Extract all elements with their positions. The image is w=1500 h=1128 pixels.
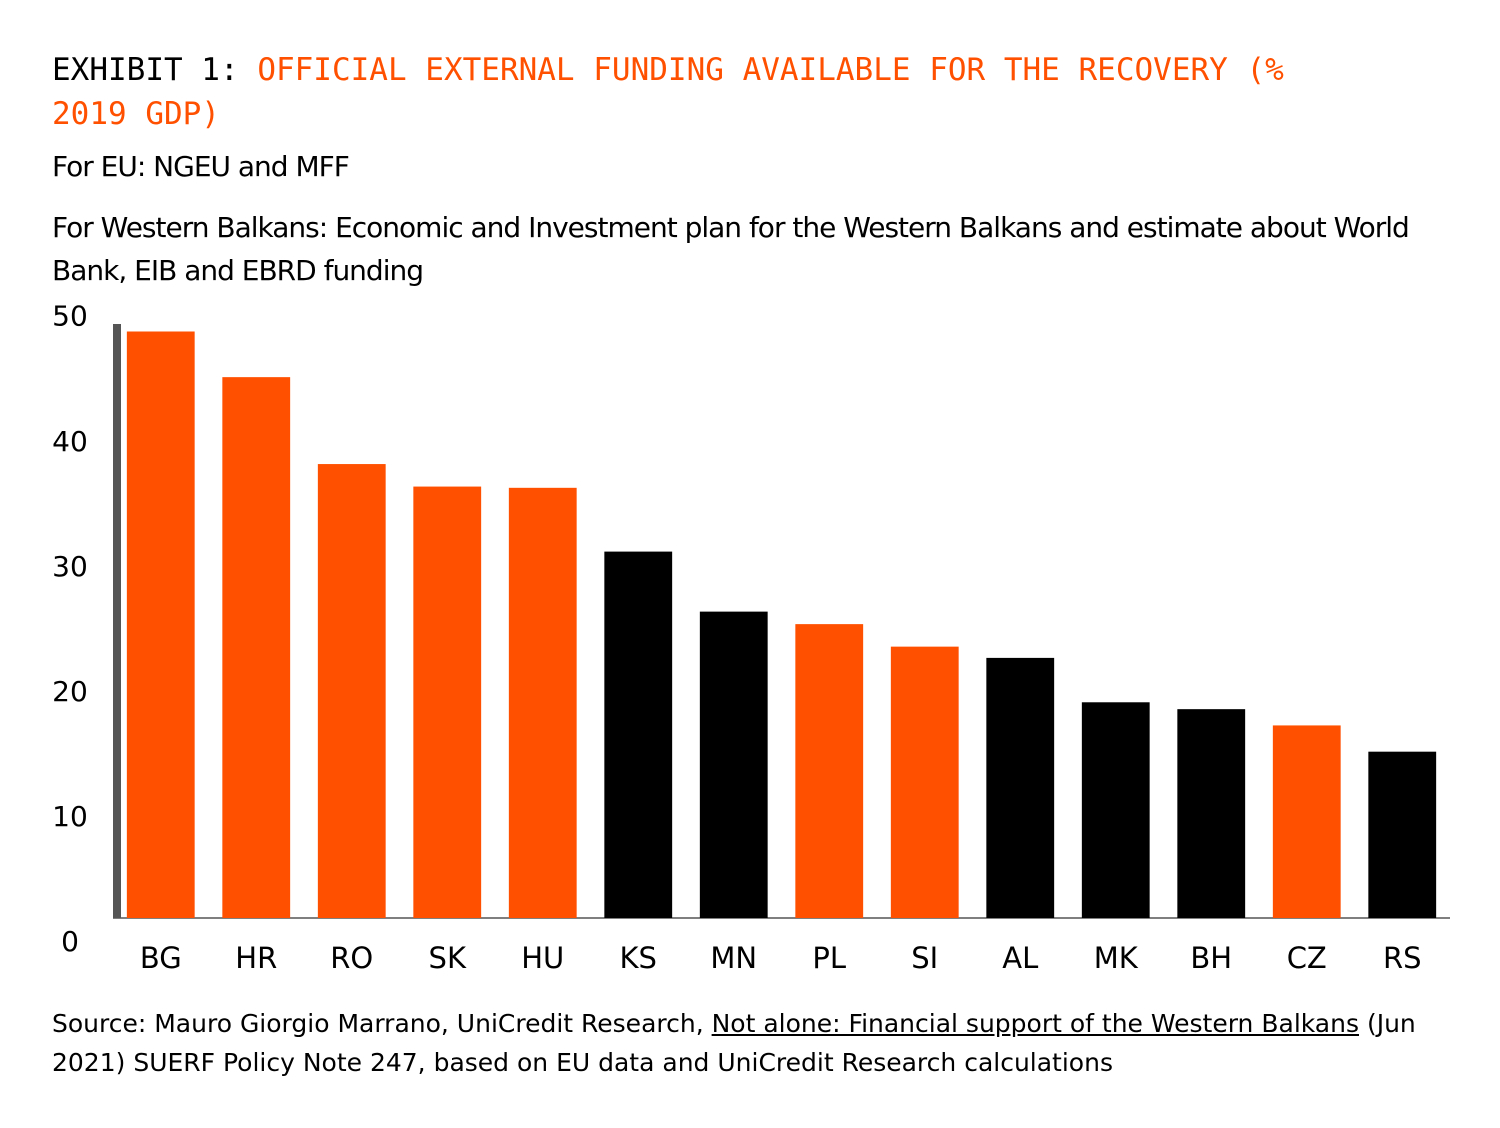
bar xyxy=(413,486,482,918)
x-tick-label: MK xyxy=(1094,941,1139,975)
y-tick-label: 20 xyxy=(52,675,88,708)
bar xyxy=(699,611,768,918)
bar xyxy=(604,551,673,918)
title-text: OFFICIAL EXTERNAL FUNDING AVAILABLE FOR … xyxy=(52,52,1284,132)
bar xyxy=(317,464,386,918)
x-tick-label: MN xyxy=(710,941,757,975)
y-tick-label: 30 xyxy=(52,550,88,583)
y-tick-label: 50 xyxy=(52,300,88,333)
x-tick-label: KS xyxy=(620,941,657,975)
x-tick-label: RS xyxy=(1383,941,1422,975)
bar xyxy=(1177,709,1246,918)
bar xyxy=(1081,702,1150,918)
bar xyxy=(795,624,864,918)
bar xyxy=(222,377,291,919)
y-tick-label: 40 xyxy=(52,425,88,458)
subtitle: For EU: NGEU and MFF xyxy=(52,150,350,183)
x-tick-label: RO xyxy=(330,941,373,975)
bar xyxy=(1272,725,1341,918)
y-axis xyxy=(113,324,121,918)
chart-title: EXHIBIT 1: OFFICIAL EXTERNAL FUNDING AVA… xyxy=(52,48,1372,136)
source-text: Source: Mauro Giorgio Marrano, UniCredit… xyxy=(52,1009,712,1038)
bar xyxy=(890,646,959,918)
x-tick-label: SK xyxy=(429,941,467,975)
x-tick-label: CZ xyxy=(1287,941,1327,975)
subtitle: For Western Balkans: Economic and Invest… xyxy=(52,211,1410,287)
y-tick-label: 0 xyxy=(61,925,79,958)
x-tick-label: HR xyxy=(235,941,277,975)
title-prefix: EXHIBIT 1: xyxy=(52,52,258,88)
source-text: (Jun 2021) SUERF Policy Note 247, based … xyxy=(52,1009,1416,1077)
source-note: Source: Mauro Giorgio Marrano, UniCredit… xyxy=(52,1004,1452,1082)
bar xyxy=(508,487,577,918)
x-tick-label: PL xyxy=(812,941,846,975)
y-tick-label: 10 xyxy=(52,800,88,833)
x-tick-label: BG xyxy=(140,941,182,975)
x-tick-label: HU xyxy=(521,941,564,975)
x-tick-label: BH xyxy=(1190,941,1232,975)
x-tick-label: AL xyxy=(1002,941,1038,975)
bar xyxy=(986,657,1055,918)
x-tick-label: SI xyxy=(911,941,938,975)
source-link[interactable]: Not alone: Financial support of the West… xyxy=(711,1009,1359,1038)
bar xyxy=(1368,751,1437,918)
bar xyxy=(126,331,195,918)
